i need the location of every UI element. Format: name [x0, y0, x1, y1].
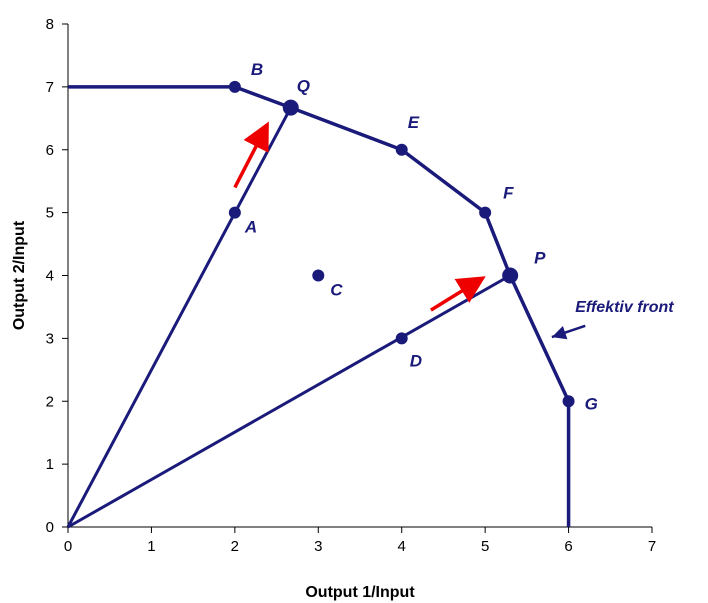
point-label-g: G — [585, 394, 598, 413]
y-tick-label: 3 — [46, 330, 54, 347]
x-tick-label: 1 — [147, 538, 155, 555]
point-label-d: D — [410, 351, 422, 370]
point-q — [282, 99, 299, 116]
y-tick-label: 7 — [46, 79, 54, 96]
point-label-f: F — [503, 184, 514, 203]
y-tick-label: 4 — [46, 268, 54, 285]
y-axis-title: Output 2/Input — [11, 220, 28, 330]
point-label-b: B — [251, 60, 263, 79]
x-tick-label: 3 — [314, 538, 322, 555]
x-tick-label: 4 — [398, 538, 406, 555]
point-f — [479, 206, 492, 219]
ray-line — [66, 106, 293, 528]
x-tick-label: 0 — [64, 538, 72, 555]
x-tick-label: 2 — [231, 538, 239, 555]
x-tick-label: 5 — [481, 538, 489, 555]
y-tick-label: 6 — [46, 142, 54, 159]
point-label-q: Q — [297, 77, 310, 96]
point-a — [228, 206, 241, 219]
point-p — [502, 267, 519, 284]
point-c — [312, 269, 325, 282]
x-tick-label: 6 — [564, 538, 572, 555]
y-tick-label: 5 — [46, 205, 54, 222]
projection-arrow — [233, 121, 269, 189]
point-b — [228, 80, 241, 93]
y-tick-label: 2 — [46, 393, 54, 410]
point-label-p: P — [534, 249, 546, 268]
point-label-e: E — [408, 113, 420, 132]
point-g — [562, 395, 575, 408]
axes: 0 1 2 3 4 5 6 7 0 1 2 3 4 5 6 7 8 — [46, 16, 657, 555]
annotation-arrowhead — [551, 325, 568, 340]
ray-line — [67, 274, 511, 529]
annotation-label: Effektiv front — [575, 299, 674, 316]
projection-arrow — [429, 276, 486, 312]
y-tick-label: 8 — [46, 16, 54, 33]
arrows — [233, 121, 586, 340]
y-tick-label: 0 — [46, 519, 54, 536]
y-tick-label: 1 — [46, 456, 54, 473]
labels: Output 1/Input Output 2/Input Effektiv fro… — [11, 60, 674, 601]
point-d — [395, 332, 408, 345]
data-points — [228, 80, 575, 408]
efficient-frontier-line — [68, 85, 571, 527]
x-axis-title: Output 1/Input — [305, 584, 415, 601]
point-label-c: C — [330, 281, 343, 300]
series-lines — [66, 85, 571, 529]
point-label-a: A — [244, 218, 257, 237]
x-tick-label: 7 — [648, 538, 656, 555]
point-e — [395, 143, 408, 156]
